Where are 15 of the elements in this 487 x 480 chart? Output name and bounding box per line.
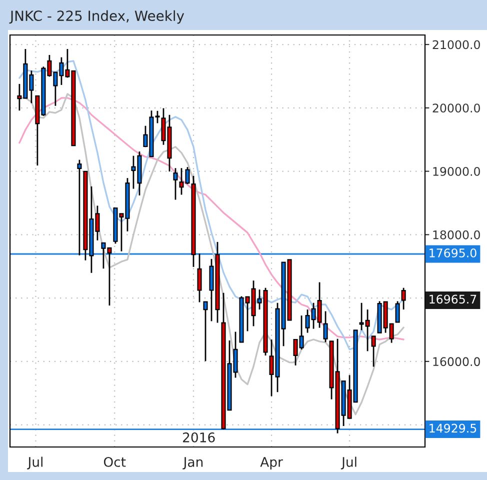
annotation: 2016: [183, 432, 215, 442]
ref-line-label: 14929.5: [430, 424, 476, 433]
chart-title: JNKC - 225 Index, Weekly: [9, 10, 184, 24]
y-tick-label: 16000.0: [433, 357, 480, 366]
y-tick-label: 19000.0: [433, 167, 480, 176]
x-tick-label: Jan: [182, 457, 203, 470]
text: 16965.7: [430, 294, 476, 304]
x-tick-label: Oct: [104, 456, 126, 467]
y-tick-label: 20000.0: [432, 104, 480, 113]
x-tick-label: Jul: [340, 456, 356, 470]
x-tick-label: Jul: [27, 456, 42, 470]
y-tick-label: 18000.0: [433, 230, 480, 240]
x-tick-label: Apr: [260, 457, 283, 470]
ref-line-label: 17695.0: [430, 248, 476, 258]
y-tick-label: 21000.0: [432, 40, 480, 50]
